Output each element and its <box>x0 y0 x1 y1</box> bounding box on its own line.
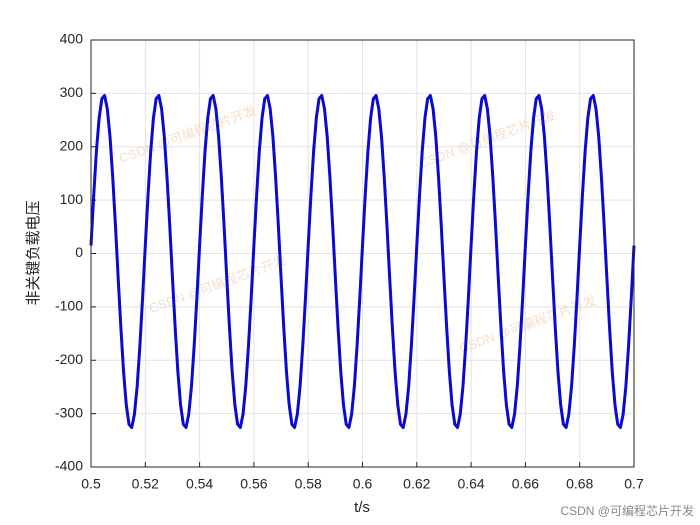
line <box>89 94 636 429</box>
x-tick-label: 0.7 <box>624 476 644 492</box>
x-tick-label: 0.5 <box>81 476 101 492</box>
x-tick-label: 0.62 <box>403 476 430 492</box>
x-tick-label: 0.52 <box>132 476 159 492</box>
x-tick-label: 0.58 <box>295 476 322 492</box>
y-tick-label: -100 <box>55 298 83 314</box>
y-tick-label: 200 <box>60 137 84 153</box>
x-tick-label: 0.54 <box>186 476 213 492</box>
x-axis-label: t/s <box>354 499 370 516</box>
x-tick-label: 0.6 <box>353 476 373 492</box>
y-tick-label: 100 <box>60 191 84 207</box>
y-axis-label: 非关键负载电压 <box>24 200 42 305</box>
y-tick-label: 400 <box>60 31 84 47</box>
x-tick-label: 0.68 <box>566 476 593 492</box>
watermark: CSDN @可编程芯片开发 <box>560 503 694 518</box>
y-tick-label: -300 <box>55 404 83 420</box>
y-tick-label: 300 <box>60 84 84 100</box>
x-tick-label: 0.64 <box>457 476 484 492</box>
x-tick-label: 0.66 <box>512 476 539 492</box>
x-tick-label: 0.56 <box>240 476 267 492</box>
y-tick-label: -400 <box>55 458 83 474</box>
plot-frame <box>90 39 635 468</box>
y-tick-label: 0 <box>75 244 83 260</box>
y-tick-label: -200 <box>55 351 83 367</box>
